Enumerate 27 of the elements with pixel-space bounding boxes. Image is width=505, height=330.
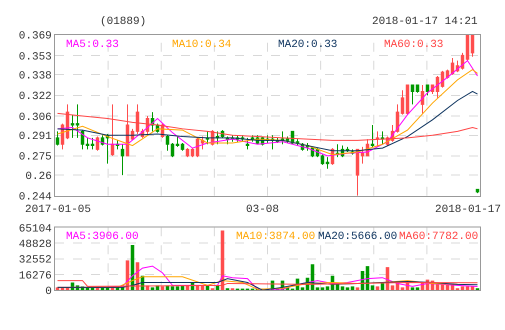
y-tick-label: 65104 (18, 223, 52, 236)
text: MA20:0.33 (278, 39, 338, 51)
text: MA10:3874.00 (236, 231, 316, 243)
y-tick-label: 0.26 (25, 171, 52, 184)
y-tick-label: 32552 (18, 254, 52, 267)
text: MA60:7782.00 (399, 231, 478, 243)
y-tick-label: 0.306 (18, 112, 52, 124)
y-tick-label: 16276 (18, 270, 52, 282)
text: MA10:0.34 (172, 39, 232, 51)
text: MA60:0.33 (384, 39, 444, 51)
x-tick-label: 03-08 (246, 204, 280, 216)
y-tick-label: 0.291 (18, 131, 52, 144)
y-tick-label: 48828 (18, 239, 52, 252)
text: 2018-01-17 14:21 (372, 16, 478, 28)
y-tick-label: 0 (45, 286, 52, 298)
x-tick-label: 2018-01-17 (435, 204, 502, 216)
x-tick-label: 2017-01-05 (25, 204, 92, 216)
y-tick-label: 0.275 (18, 152, 52, 164)
y-tick-label: 0.369 (18, 30, 52, 43)
y-tick-label: 0.322 (18, 91, 52, 104)
y-tick-label: 0.353 (18, 51, 52, 64)
y-tick-label: 0.338 (18, 70, 52, 83)
text: MA5:0.33 (66, 39, 119, 51)
text: MA5:3906.00 (66, 231, 139, 243)
text: MA20:5666.00 (318, 231, 398, 243)
y-tick-label: 0.244 (18, 192, 52, 204)
chart-title: (01889) (100, 16, 146, 28)
